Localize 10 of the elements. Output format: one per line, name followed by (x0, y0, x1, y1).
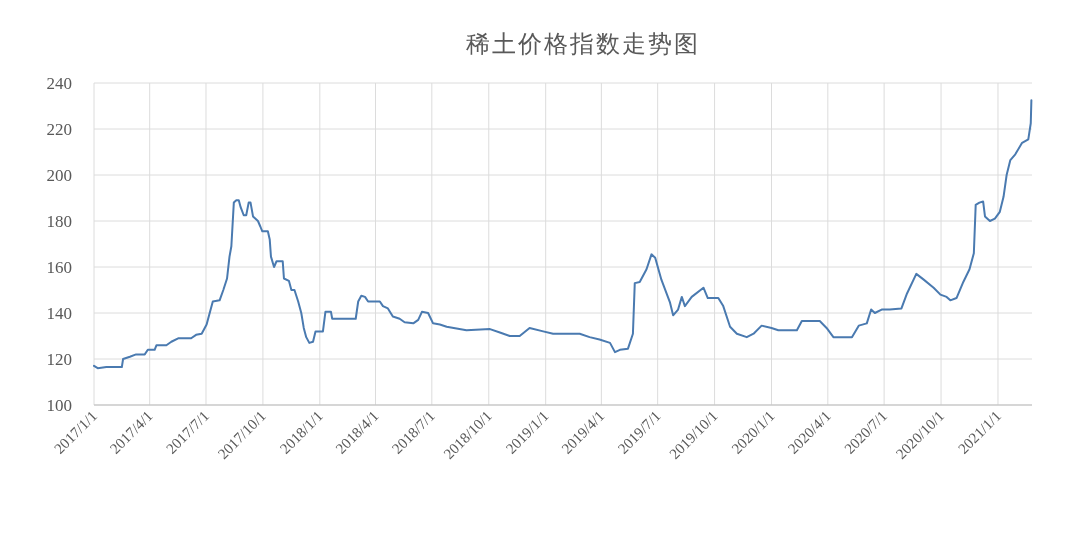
chart-title: 稀土价格指数走势图 (466, 31, 700, 57)
y-tick-label: 160 (46, 258, 72, 277)
line-series (93, 99, 1033, 370)
y-tick-label: 180 (46, 212, 72, 231)
y-tick-label: 120 (46, 350, 72, 369)
y-tick-label: 100 (46, 396, 72, 415)
y-tick-label: 200 (46, 166, 72, 185)
y-tick-label: 240 (46, 74, 72, 93)
y-tick-label: 140 (46, 304, 72, 323)
y-tick-label: 220 (46, 120, 72, 139)
